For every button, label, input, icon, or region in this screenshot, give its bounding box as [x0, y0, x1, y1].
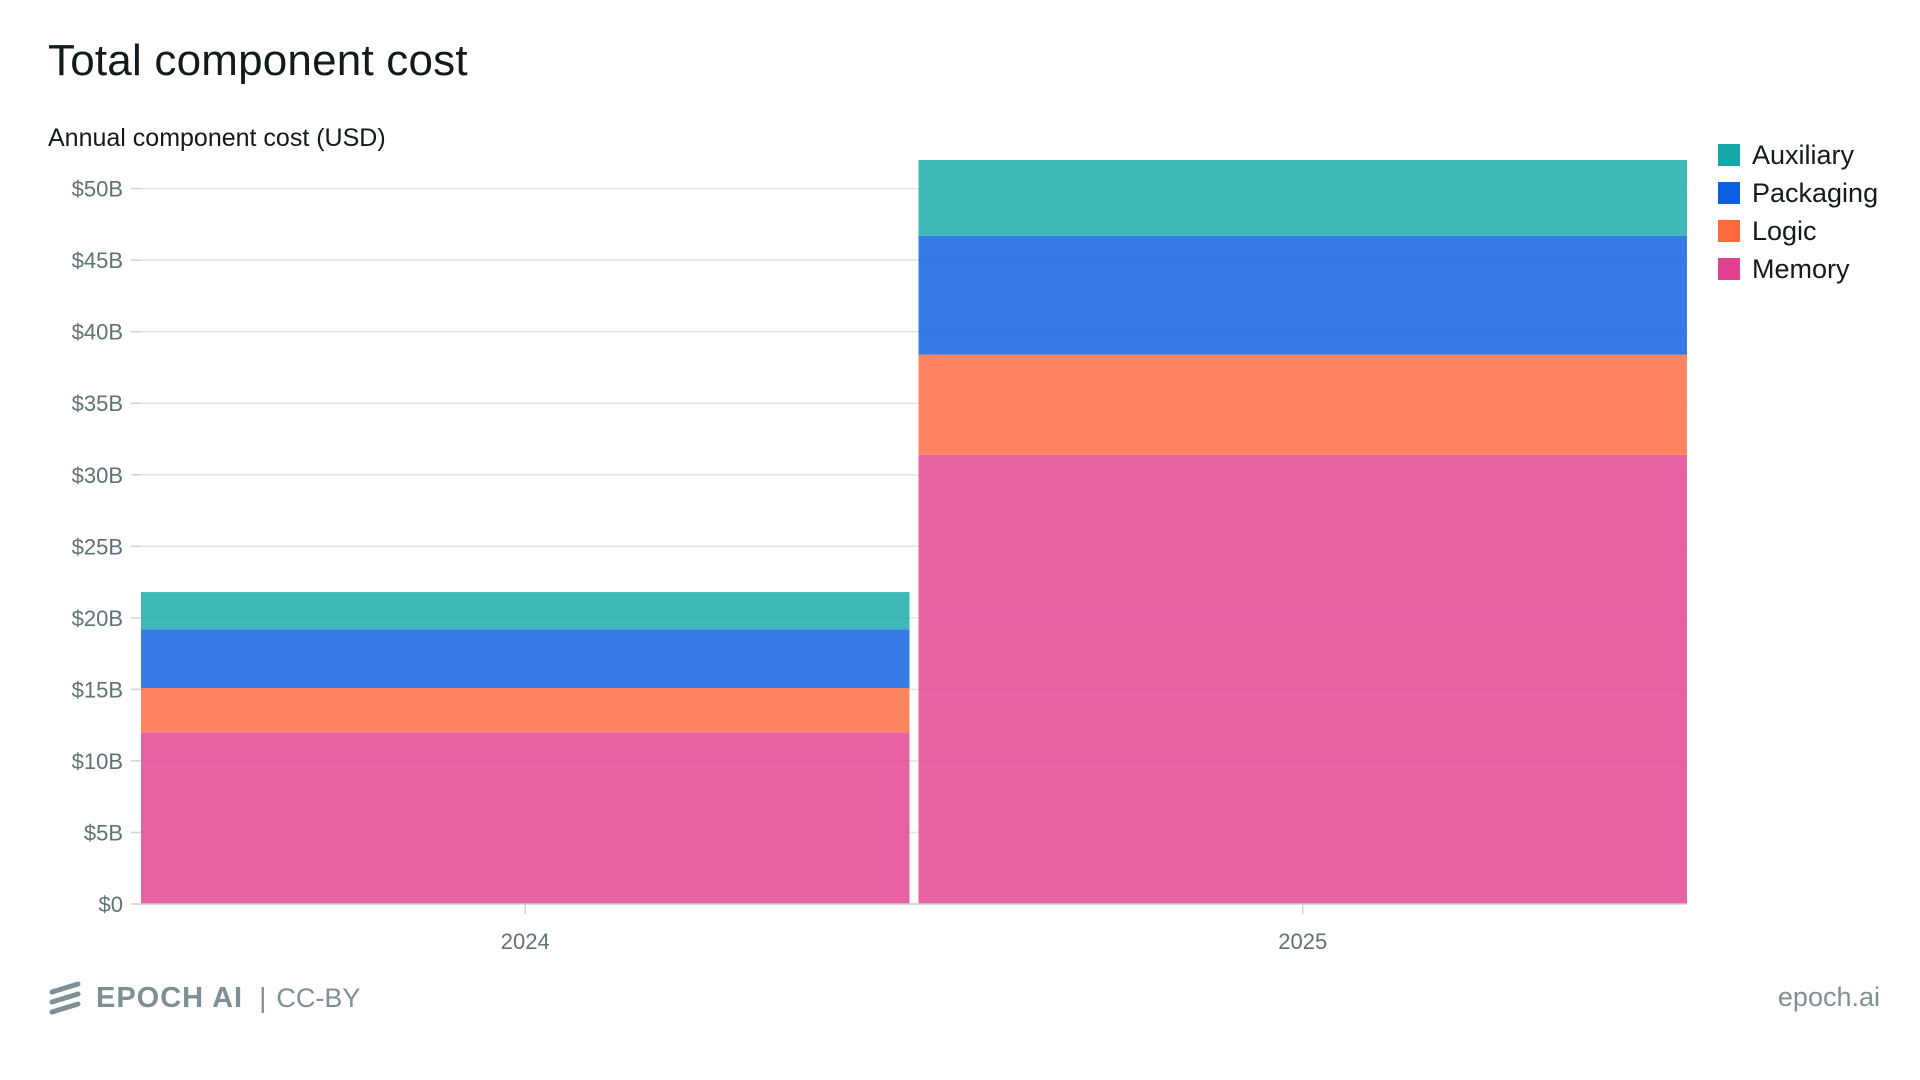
legend-item-logic[interactable]: Logic: [1718, 212, 1878, 250]
y-tick-label: $0: [99, 892, 123, 917]
y-tick-label: $50B: [72, 177, 123, 202]
legend-swatch-packaging: [1718, 182, 1740, 204]
legend: Auxiliary Packaging Logic Memory: [1718, 136, 1878, 288]
license-text: CC-BY: [276, 982, 361, 1013]
bar-packaging-2025[interactable]: [918, 235, 1688, 355]
y-tick-label: $25B: [72, 534, 123, 559]
bar-auxiliary-2024[interactable]: [141, 592, 910, 630]
epoch-logo-icon: [49, 981, 81, 1015]
bar-logic-2024[interactable]: [141, 687, 910, 733]
y-tick-label: $20B: [72, 606, 123, 631]
bar-memory-2024[interactable]: [141, 732, 910, 904]
legend-label-logic: Logic: [1752, 215, 1817, 246]
y-tick-label: $30B: [72, 463, 123, 488]
bars: [141, 160, 1687, 904]
x-tick-label: 2025: [1278, 929, 1327, 954]
legend-swatch-memory: [1718, 258, 1740, 280]
x-tick-label: 2024: [501, 929, 550, 954]
bar-memory-2025[interactable]: [918, 454, 1688, 904]
brand-name: EPOCH AI: [96, 981, 244, 1014]
y-axis-title: Annual component cost (USD): [48, 124, 386, 152]
legend-item-auxiliary[interactable]: Auxiliary: [1718, 136, 1878, 174]
chart-title: Total component cost: [48, 36, 468, 85]
legend-label-auxiliary: Auxiliary: [1752, 139, 1855, 170]
legend-label-memory: Memory: [1752, 253, 1850, 284]
bar-logic-2025[interactable]: [918, 354, 1688, 455]
y-tick-label: $10B: [72, 749, 123, 774]
legend-item-memory[interactable]: Memory: [1718, 250, 1878, 288]
footer-separator: |: [259, 982, 267, 1013]
y-tick-label: $5B: [84, 820, 123, 845]
footer-branding: EPOCH AI | CC-BY: [48, 980, 360, 1016]
y-tick-label: $35B: [72, 391, 123, 416]
legend-swatch-logic: [1718, 220, 1740, 242]
legend-item-packaging[interactable]: Packaging: [1718, 174, 1878, 212]
bar-auxiliary-2025[interactable]: [918, 160, 1688, 236]
legend-swatch-auxiliary: [1718, 144, 1740, 166]
y-tick-label: $40B: [72, 320, 123, 345]
y-tick-label: $45B: [72, 248, 123, 273]
y-tick-label: $15B: [72, 677, 123, 702]
axes: $0 $5B $10B $15B $20B $25B $30B $35B $40B $45B $50…: [72, 177, 1687, 954]
site-link[interactable]: epoch.ai: [1777, 982, 1880, 1012]
legend-label-packaging: Packaging: [1752, 177, 1879, 208]
bar-packaging-2024[interactable]: [141, 629, 910, 688]
